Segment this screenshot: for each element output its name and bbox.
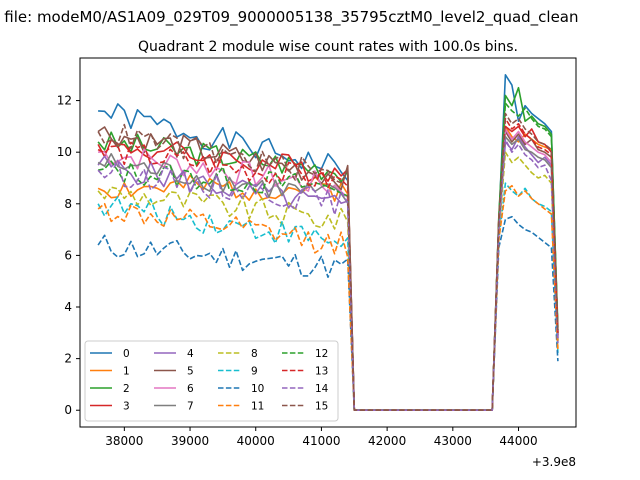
x-tick-label: 42000 <box>368 434 406 448</box>
x-tick-label: 39000 <box>171 434 209 448</box>
legend-label-7: 7 <box>187 401 194 413</box>
legend-label-12: 12 <box>315 348 328 360</box>
series-layer <box>97 74 559 411</box>
legend-label-10: 10 <box>251 383 264 395</box>
y-tick-label: 10 <box>57 145 72 159</box>
x-tick-label: 44000 <box>499 434 537 448</box>
y-axis: 0 2 4 6 8 10 12 <box>57 94 80 417</box>
legend-box <box>84 340 339 422</box>
x-tick-label: 40000 <box>237 434 275 448</box>
legend-label-14: 14 <box>315 383 329 395</box>
y-tick-label: 4 <box>64 300 72 314</box>
figure-suptitle: n file: modeM0/AS1A09_029T09_9000005138_… <box>0 8 579 27</box>
x-tick-label: 41000 <box>302 434 340 448</box>
y-tick-label: 0 <box>64 403 72 417</box>
legend-label-9: 9 <box>251 366 258 378</box>
legend-label-1: 1 <box>123 366 130 378</box>
legend-label-6: 6 <box>187 383 194 395</box>
y-tick-label: 6 <box>64 248 72 262</box>
legend-label-11: 11 <box>251 401 264 413</box>
plot-frame <box>79 57 577 428</box>
y-tick-label: 12 <box>57 94 72 108</box>
x-tick-label: 38000 <box>105 434 143 448</box>
y-tick-label: 2 <box>64 352 72 366</box>
x-tick-label: 43000 <box>434 434 472 448</box>
legend-label-2: 2 <box>123 383 130 395</box>
chart-title: Quadrant 2 module wise count rates with … <box>138 39 518 55</box>
legend-label-5: 5 <box>187 366 194 378</box>
legend-label-0: 0 <box>123 348 130 360</box>
x-axis: 38000 39000 40000 41000 42000 43000 44000 <box>105 427 538 448</box>
legend-label-3: 3 <box>123 401 130 413</box>
series-line-15 <box>97 112 559 411</box>
legend-label-8: 8 <box>251 348 258 360</box>
series-line-14 <box>97 138 559 411</box>
y-tick-label: 8 <box>64 197 72 211</box>
series-line-8 <box>97 151 559 411</box>
legend-label-15: 15 <box>315 401 328 413</box>
legend-label-13: 13 <box>315 366 328 378</box>
legend-label-4: 4 <box>187 348 194 360</box>
x-offset-label: +3.9e8 <box>532 455 576 469</box>
